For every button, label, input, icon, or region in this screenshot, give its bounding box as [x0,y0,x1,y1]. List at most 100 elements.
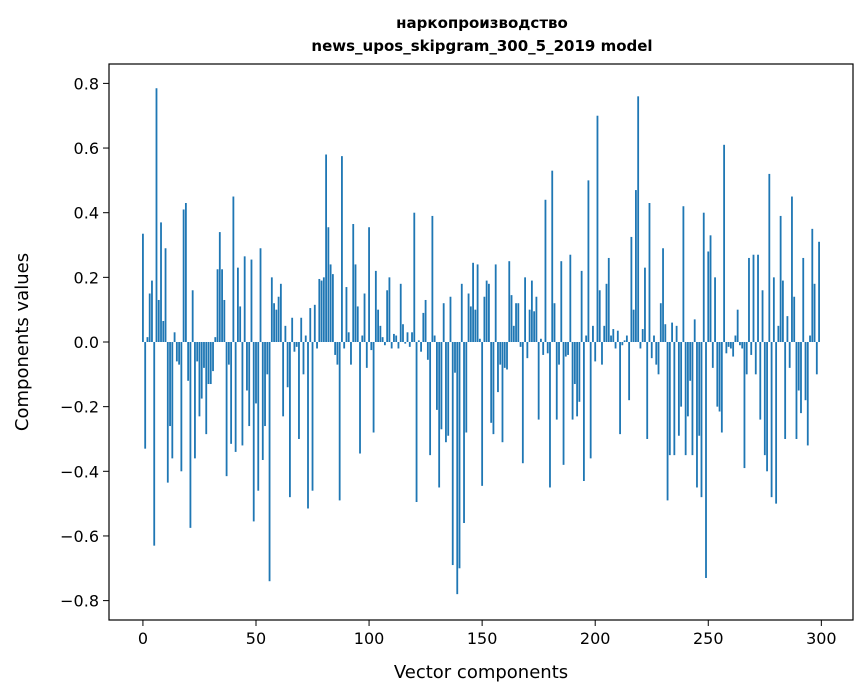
bar-208 [612,329,615,342]
bar-179 [546,342,549,354]
bar-200 [594,342,597,362]
y-axis-label: Components values [12,253,33,431]
bar-82 [327,227,330,342]
bar-231 [664,324,667,342]
bar-229 [659,303,662,342]
bar-287 [791,196,793,342]
bar-184 [558,342,560,365]
bar-92 [350,342,352,365]
bar-240 [684,342,687,456]
bar-74 [309,308,312,342]
bar-42 [237,267,239,342]
x-tick-label-200: 200 [580,629,611,648]
bar-298 [815,342,818,375]
bar-113 [397,342,400,349]
bar-211 [619,342,621,435]
bar-19 [184,203,187,342]
bar-261 [732,342,735,357]
bar-218 [635,190,637,342]
bar-129 [433,335,436,342]
bar-257 [723,144,726,342]
bar-265 [741,342,744,349]
bar-294 [806,342,809,446]
bar-116 [404,342,407,344]
bar-196 [585,335,588,342]
bar-288 [793,296,796,342]
bar-43 [239,306,242,342]
bar-51 [257,342,260,491]
bar-9 [162,320,165,342]
bar-193 [578,342,581,402]
bar-290 [797,342,800,391]
bar-41 [234,342,237,452]
bar-216 [630,236,633,342]
bar-279 [772,277,775,342]
bar-189 [569,254,572,342]
bar-169 [524,277,526,342]
bar-219 [637,96,640,342]
bar-22 [191,290,194,342]
bar-128 [431,215,434,342]
bar-149 [478,338,481,342]
bar-248 [702,212,705,342]
bar-108 [386,290,389,342]
bar-170 [526,342,529,359]
bar-163 [510,295,513,342]
bar-136 [449,296,452,342]
bar-104 [377,309,380,342]
bar-144 [467,293,470,342]
bar-146 [472,262,474,342]
bar-210 [616,330,619,342]
y-tick-label-1: −0.6 [60,527,99,546]
bar-119 [411,332,413,342]
bar-234 [671,322,673,342]
bar-102 [372,342,375,433]
x-tick-label-50: 50 [246,629,266,648]
bar-49 [252,342,255,522]
bar-126 [426,342,429,360]
bar-182 [553,303,556,342]
bar-121 [415,342,418,503]
bar-220 [639,342,642,349]
bar-283 [781,280,784,342]
bar-66 [291,317,294,342]
bar-132 [440,342,443,430]
x-axis-label: Vector components [394,662,568,683]
bar-215 [628,342,631,401]
bar-130 [436,342,438,410]
bar-50 [255,342,257,404]
y-axis-ticks: −0.8 −0.6 −0.4 −0.2 0.0 0.2 0.4 0.6 0.8 [60,74,109,611]
bar-225 [650,342,653,359]
bar-213 [623,340,626,342]
bar-89 [343,342,346,349]
bar-99 [365,342,368,368]
bar-186 [562,342,565,465]
bar-204 [603,325,606,342]
bar-84 [331,274,334,342]
bar-131 [438,342,441,488]
bar-217 [632,309,635,342]
bar-280 [775,342,778,504]
bar-291 [800,342,802,414]
bar-109 [388,277,391,342]
bar-222 [644,267,646,342]
bar-8 [160,222,162,342]
bar-174 [535,296,538,342]
chart-title-line-1: наркопроизводство [396,14,568,32]
bar-148 [476,264,479,342]
bar-40 [232,196,235,342]
bar-101 [370,342,373,351]
bar-31 [212,342,214,372]
bar-76 [313,304,316,342]
bar-11 [166,342,169,483]
bar-197 [587,180,590,342]
bar-266 [743,342,746,469]
bar-192 [576,342,579,417]
bar-235 [673,342,676,456]
bar-147 [474,309,477,342]
bar-38 [227,342,230,365]
bar-237 [677,342,680,436]
bar-81 [325,154,327,342]
bar-112 [395,335,398,342]
